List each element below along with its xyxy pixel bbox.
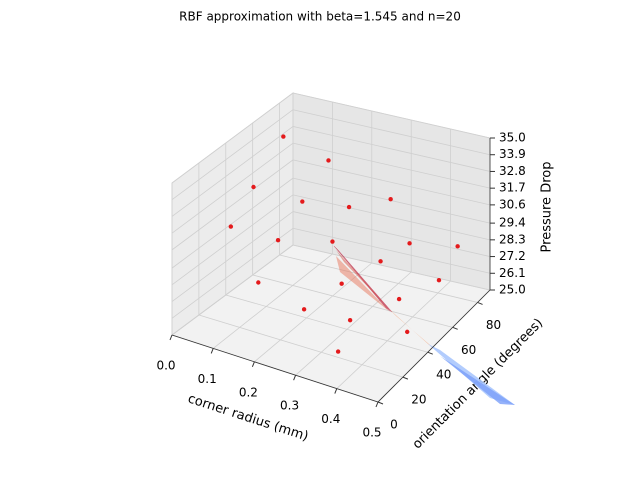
x-tick <box>169 334 173 341</box>
grid-line <box>292 142 491 189</box>
axes: 0.0 0.1 0.2 0.3 0.4 0.5 0 20 40 60 80 25.0 26.1 27.2 2… <box>156 131 525 440</box>
x-tick <box>251 361 255 367</box>
x-tick-label: 0.0 <box>156 359 175 373</box>
grid-line <box>292 159 491 206</box>
grid-line <box>171 126 294 217</box>
point <box>396 296 402 302</box>
point <box>339 281 344 286</box>
grid-line <box>295 271 412 376</box>
point <box>455 244 460 249</box>
grid-line <box>171 211 294 302</box>
grid-line <box>171 177 294 269</box>
z-tick-label: 32.8 <box>499 164 526 178</box>
z-tick-label: 26.1 <box>499 266 526 280</box>
grid-line <box>292 211 491 257</box>
grid-line <box>171 159 294 251</box>
z-axis-label: Pressure Drop <box>540 162 555 253</box>
grid-line <box>171 227 294 319</box>
x-tick-label: 0.5 <box>362 426 381 440</box>
grid-line <box>292 109 491 156</box>
grid-line <box>292 227 491 274</box>
point <box>228 224 234 229</box>
z-tick-label: 27.2 <box>499 249 526 263</box>
x-tick-label: 0.2 <box>239 385 258 399</box>
x-tick-label: 0.4 <box>321 412 340 426</box>
grid-line <box>171 142 294 234</box>
grid-line <box>252 274 453 328</box>
grid <box>171 92 491 403</box>
point <box>346 204 352 210</box>
surface <box>333 245 515 405</box>
z-tick-label: 29.4 <box>499 216 526 230</box>
point <box>405 329 410 335</box>
point <box>436 278 442 283</box>
grid-line <box>171 109 294 201</box>
y-tick <box>452 326 458 330</box>
grid-line <box>212 253 333 349</box>
grid-line <box>292 194 491 241</box>
point <box>347 317 353 323</box>
x-tick <box>210 348 214 354</box>
chart-title: RBF approximation with beta=1.545 and n=… <box>179 10 461 24</box>
grid-line <box>171 194 294 286</box>
y-tick-label: 0 <box>390 418 398 432</box>
z-tick-label: 25.0 <box>499 283 526 297</box>
y-tick-label: 80 <box>486 318 501 332</box>
point <box>300 199 305 204</box>
grid-line <box>171 92 294 184</box>
y-tick-label: 40 <box>436 368 451 382</box>
grid-line <box>225 294 428 353</box>
point <box>251 184 256 190</box>
grid-line <box>292 126 491 172</box>
grid-line <box>292 92 491 139</box>
point <box>301 307 307 312</box>
point <box>281 134 286 139</box>
point <box>275 238 281 243</box>
x-tick-label: 0.3 <box>280 399 299 413</box>
z-tick-label: 35.0 <box>499 131 526 145</box>
grid-line <box>336 280 451 389</box>
point <box>407 241 412 246</box>
point <box>388 196 393 202</box>
point <box>378 259 383 264</box>
z-tick-label: 31.7 <box>499 181 526 195</box>
y-tick-label: 20 <box>411 393 426 407</box>
grid-line <box>198 314 404 378</box>
z-tick-label: 28.3 <box>499 232 526 246</box>
axis-line <box>171 334 379 403</box>
point <box>326 158 331 163</box>
y-tick <box>427 351 433 355</box>
point <box>256 280 261 285</box>
y-tick <box>377 401 384 405</box>
y-tick <box>477 301 483 305</box>
grid-line <box>171 244 294 336</box>
x-tick <box>334 388 338 394</box>
axis-line <box>377 289 491 403</box>
x-tick <box>293 375 297 381</box>
grid-line <box>279 254 478 303</box>
z-tick-label: 33.9 <box>499 147 526 161</box>
point <box>330 239 335 244</box>
z-tick-label: 30.6 <box>499 197 526 211</box>
points <box>228 134 460 354</box>
x-tick-label: 0.1 <box>198 372 217 386</box>
grid-line <box>292 244 491 291</box>
y-tick <box>402 376 409 380</box>
y-tick-label: 60 <box>461 343 476 357</box>
x-tick <box>375 401 379 408</box>
point <box>335 349 341 354</box>
